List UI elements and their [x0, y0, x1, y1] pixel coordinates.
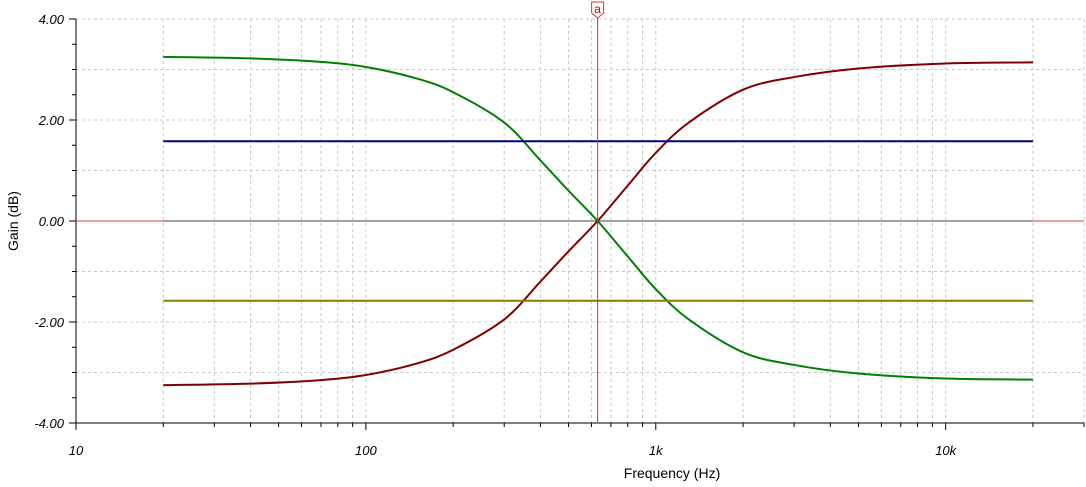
- x-tick-label: 100: [355, 443, 377, 458]
- x-axis-title: Frequency (Hz): [624, 465, 720, 481]
- axis-layer: [69, 18, 1085, 430]
- y-tick-label: 4.00: [39, 12, 65, 27]
- label-layer: Frequency (Hz) Gain (dB) 10 100 1k 10k 4.00 2…: [5, 12, 958, 481]
- y-tick-label: 0.00: [39, 214, 65, 229]
- series-layer: [76, 55, 1084, 387]
- x-tick-label: 1k: [649, 443, 664, 458]
- y-tick-label: -2.00: [34, 315, 64, 330]
- y-tick-label: -4.00: [34, 416, 64, 431]
- x-tick-label: 10k: [935, 443, 957, 458]
- cursor-layer[interactable]: a: [591, 1, 605, 423]
- series-line-2: [163, 61, 1033, 387]
- y-axis-title: Gain (dB): [5, 191, 21, 251]
- cursor-handle[interactable]: [591, 1, 605, 19]
- x-tick-label: 10: [69, 443, 84, 458]
- y-tick-label: 2.00: [38, 113, 65, 128]
- series-line-1: [163, 55, 1033, 381]
- cursor-label: a: [594, 2, 601, 16]
